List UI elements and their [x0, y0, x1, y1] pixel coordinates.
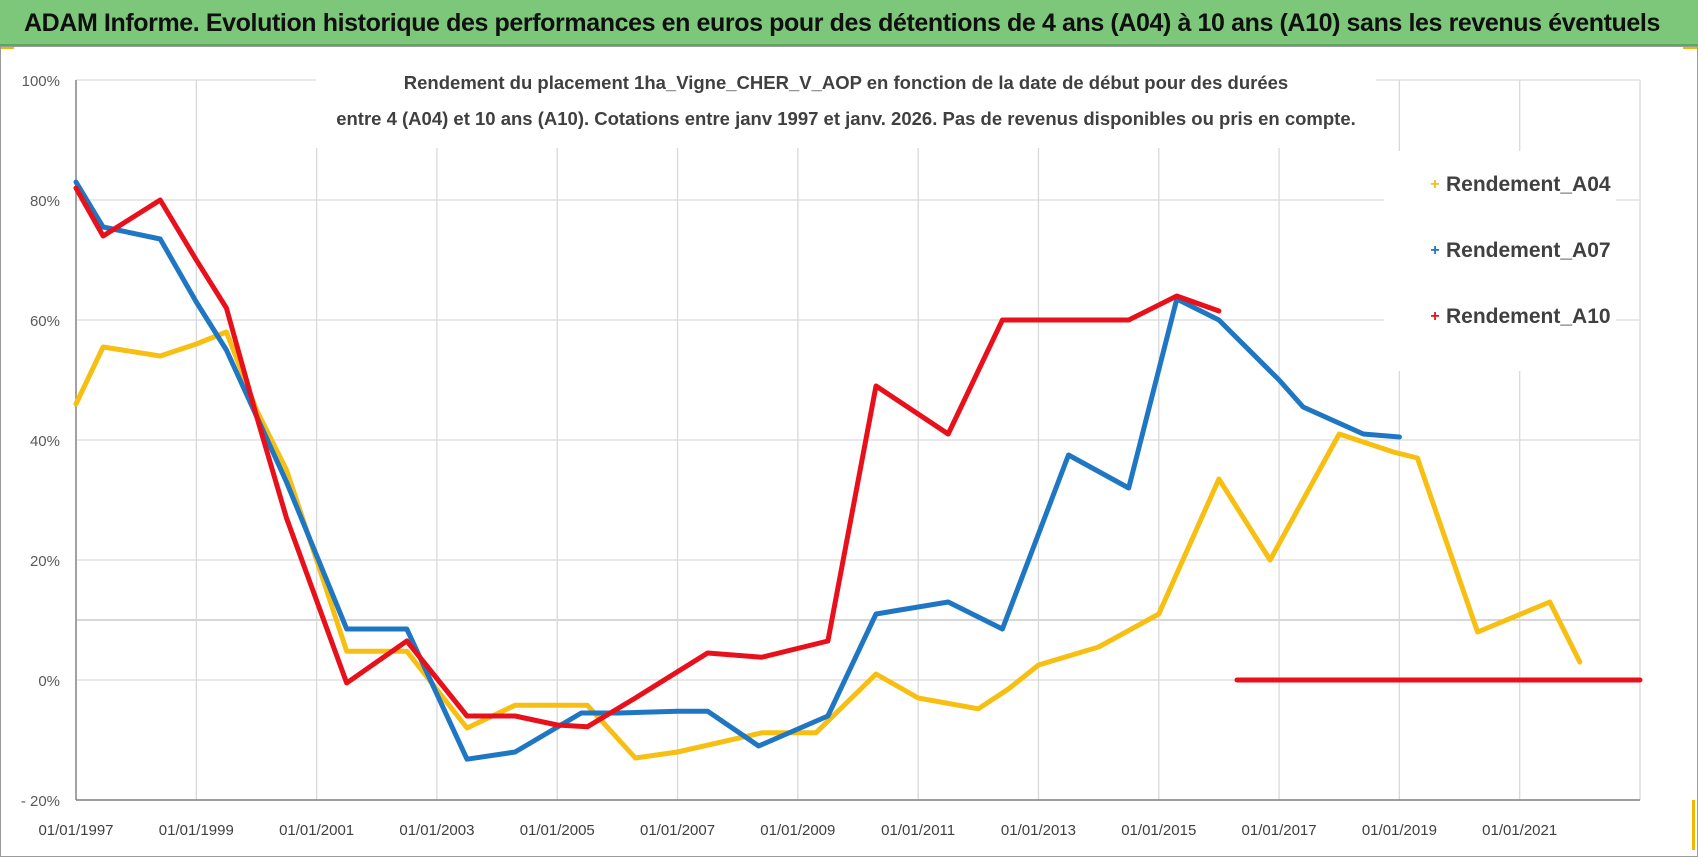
- x-tick-label: 01/01/2019: [1362, 822, 1437, 839]
- legend-label-a07: Rendement_A07: [1446, 239, 1611, 262]
- x-tick-label: 01/01/2017: [1242, 822, 1317, 839]
- grid: [75, 79, 1641, 801]
- x-tick-label: 01/01/2005: [520, 822, 595, 839]
- y-axis-ticks: - 20% 0% 20% 40% 60% 80% 100%: [21, 73, 60, 810]
- legend-marker-a10: +: [1430, 308, 1439, 325]
- series-group: [73, 179, 1643, 762]
- y-tick-label: - 20%: [21, 793, 60, 810]
- y-tick-label: 40%: [30, 433, 60, 450]
- y-tick-label: 60%: [30, 313, 60, 330]
- legend-marker-a04: +: [1430, 176, 1439, 193]
- line-chart: - 20%0%20%40%60%80%100% 01/01/1997 01/01/…: [21, 66, 1643, 839]
- legend-label-a04: Rendement_A04: [1446, 173, 1611, 196]
- chart-title-box: Rendement du placement 1ha_Vigne_CHER_V_…: [316, 66, 1376, 148]
- x-tick-label: 01/01/2015: [1121, 822, 1196, 839]
- y-tick-label: 100%: [22, 73, 60, 90]
- corner-marker-right: [1683, 46, 1697, 49]
- legend-label-a10: Rendement_A10: [1446, 305, 1611, 328]
- x-tick-label: 01/01/2003: [399, 822, 474, 839]
- x-axis-ticks: 01/01/1997 01/01/1999 01/01/2001 01/01/2003…: [38, 822, 1557, 839]
- x-tick-label: 01/01/2011: [881, 822, 955, 839]
- x-tick-label: 01/01/2021: [1482, 822, 1557, 839]
- chart-title-line-1: Rendement du placement 1ha_Vigne_CHER_V_…: [404, 72, 1288, 93]
- x-tick-label: 01/01/2007: [640, 822, 715, 839]
- y-tick-label: 0%: [38, 673, 60, 690]
- chart-title-line-2: entre 4 (A04) et 10 ans (A10). Cotations…: [336, 108, 1356, 129]
- x-tick-label: 01/01/2013: [1001, 822, 1076, 839]
- x-tick-label: 01/01/2009: [760, 822, 835, 839]
- x-tick-label: 01/01/1997: [38, 822, 113, 839]
- corner-marker-left: [0, 46, 14, 49]
- header-banner: ADAM Informe. Evolution historique des p…: [0, 0, 1698, 46]
- legend: + Rendement_A04 + Rendement_A07 + Rendement_A…: [1384, 151, 1616, 371]
- series-line-a04: [73, 329, 1583, 761]
- page-title: ADAM Informe. Evolution historique des p…: [24, 9, 1660, 37]
- corner-marker-right-bottom: [1692, 800, 1695, 850]
- y-tick-label: 20%: [30, 553, 60, 570]
- series-line-a07: [73, 179, 1402, 762]
- x-tick-label: 01/01/2001: [279, 822, 354, 839]
- x-tick-label: 01/01/1999: [159, 822, 234, 839]
- legend-marker-a07: +: [1430, 242, 1439, 259]
- series-line-a10: [73, 185, 1222, 730]
- legend-background: [1384, 151, 1616, 371]
- y-tick-label: 80%: [30, 193, 60, 210]
